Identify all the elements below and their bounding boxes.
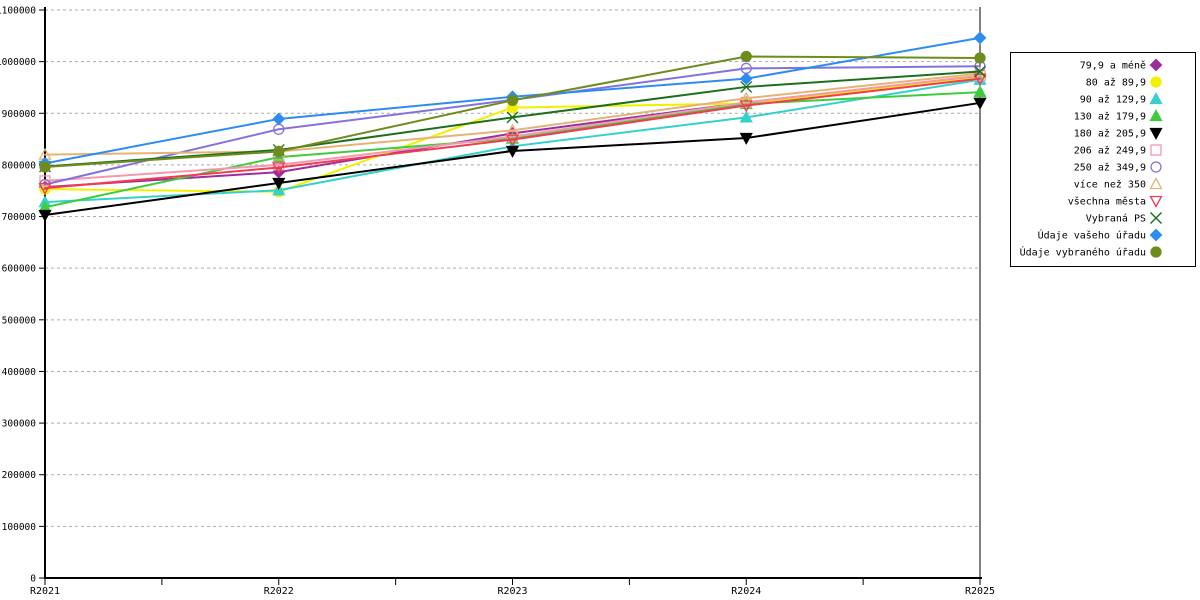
- legend-v-ce-ne-350-icon: [1149, 177, 1163, 190]
- legend-item-79-9-a-m-n: 79,9 a méně: [1080, 58, 1163, 72]
- legend-label: 130 až 179,9: [1074, 111, 1146, 123]
- legend-item-80-a-89-9: 80 až 89,9: [1086, 76, 1162, 89]
- marker-daje-vybran-ho-adu: [39, 161, 51, 173]
- marker-180-a-205-9: [38, 209, 52, 222]
- marker-vybran-ps: [506, 111, 519, 124]
- marker-180-a-205-9: [973, 97, 987, 110]
- marker-v-echna-m-sta: [973, 73, 987, 86]
- legend-label: 206 až 249,9: [1074, 145, 1146, 157]
- marker-daje-va-eho-adu: [739, 72, 753, 86]
- x-tick-label: R2021: [30, 586, 60, 597]
- marker-130-a-179-9: [973, 85, 987, 98]
- x-tick-label: R2025: [965, 586, 995, 597]
- legend-label: Údaje vybraného úřadu: [1020, 246, 1146, 259]
- marker-v-echna-m-sta: [38, 182, 52, 195]
- y-tick-label: 500000: [2, 315, 37, 326]
- marker-90-a-129-9: [739, 110, 753, 123]
- marker-206-a-249-9: [39, 175, 51, 187]
- x-axis-labels: R2021 R2022 R2023 R2024 R2025: [30, 586, 995, 597]
- series-group: [38, 31, 987, 222]
- line-206-a-249-9: [44, 74, 981, 182]
- legend-180-a-205-9-icon: [1149, 127, 1163, 140]
- legend-vybran-ps-icon: [1150, 212, 1162, 224]
- legend: 79,9 a méně 80 až 89,9 90 až 129,9 130 až 1…: [1010, 52, 1196, 267]
- legend-item-250-a-349-9: 250 až 349,9: [1074, 161, 1162, 174]
- marker-daje-vybran-ho-adu: [506, 94, 519, 107]
- marker-180-a-205-9: [272, 177, 286, 190]
- line-v-echna-m-sta: [44, 77, 981, 190]
- marker-180-a-205-9: [739, 132, 753, 145]
- line-v-ce-ne-350: [44, 72, 981, 156]
- legend-80-a-89-9-icon: [1150, 76, 1162, 88]
- legend-item-daje-vybran-ho-adu: Údaje vybraného úřadu: [1020, 246, 1162, 259]
- y-tick-label: 0: [30, 574, 36, 585]
- marker-daje-va-eho-adu: [973, 31, 987, 45]
- marker-v-echna-m-sta: [505, 134, 520, 147]
- legend-item-daje-va-eho-adu: Údaje vašeho úřadu: [1038, 228, 1163, 242]
- legend-box: [1010, 52, 1196, 267]
- legend-item-206-a-249-9: 206 až 249,9: [1074, 144, 1162, 157]
- y-tick-label: 1100000: [0, 6, 36, 17]
- x-tick-label: R2024: [731, 586, 761, 597]
- y-tick-label: 700000: [2, 212, 37, 223]
- marker-vybran-ps: [974, 65, 986, 78]
- marker-v-ce-ne-350: [739, 91, 753, 104]
- marker-v-echna-m-sta: [272, 162, 286, 175]
- legend-label: 250 až 349,9: [1074, 162, 1146, 174]
- legend-250-a-349-9-icon: [1150, 161, 1162, 173]
- y-axis-labels: 0 100000 200000 300000 400000 500000 600000 700…: [0, 6, 36, 585]
- legend-item-vybran-ps: Vybraná PS: [1086, 212, 1162, 225]
- marker-daje-vybran-ho-adu: [974, 52, 986, 64]
- legend-item-90-a-129-9: 90 až 129,9: [1080, 92, 1163, 106]
- legend-206-a-249-9-icon: [1150, 144, 1162, 156]
- legend-daje-vybran-ho-adu-icon: [1150, 246, 1162, 258]
- legend-label: 90 až 129,9: [1080, 94, 1146, 106]
- legend-label: 80 až 89,9: [1086, 77, 1146, 89]
- y-tick-label: 300000: [2, 419, 37, 430]
- legend-label: Údaje vašeho úřadu: [1038, 229, 1146, 242]
- line-180-a-205-9: [44, 101, 981, 216]
- y-tick-label: 1000000: [0, 57, 36, 68]
- marker-daje-vybran-ho-adu: [273, 145, 285, 158]
- x-tick-label: R2023: [497, 586, 527, 597]
- marker-vybran-ps: [740, 80, 753, 93]
- legend-item-v-echna-m-sta: všechna města: [1068, 195, 1163, 208]
- legend-item-130-a-179-9: 130 až 179,9: [1074, 109, 1163, 123]
- marker-v-echna-m-sta: [739, 100, 753, 113]
- legend-90-a-129-9-icon: [1149, 92, 1163, 105]
- y-tick-label: 200000: [2, 470, 37, 481]
- legend-label: více než 350: [1074, 179, 1146, 191]
- y-tick-label: 100000: [2, 522, 37, 533]
- legend-daje-va-eho-adu-icon: [1149, 228, 1163, 242]
- legend-label: všechna města: [1068, 196, 1146, 208]
- marker-daje-va-eho-adu: [272, 112, 286, 126]
- legend-label: Vybraná PS: [1086, 213, 1146, 225]
- marker-180-a-205-9: [505, 145, 520, 158]
- marker-daje-vybran-ho-adu: [740, 50, 752, 63]
- y-tick-label: 900000: [2, 109, 37, 120]
- legend-label: 79,9 a méně: [1080, 60, 1146, 72]
- legend-130-a-179-9-icon: [1149, 109, 1163, 122]
- x-tick-label: R2022: [264, 586, 294, 597]
- y-tick-label: 600000: [2, 264, 37, 275]
- legend-label: 180 až 205,9: [1074, 128, 1146, 140]
- legend-v-echna-m-sta-icon: [1149, 195, 1163, 208]
- legend-item-180-a-205-9: 180 až 205,9: [1074, 127, 1163, 140]
- y-tick-label: 800000: [2, 160, 37, 171]
- y-tick-label: 400000: [2, 367, 37, 378]
- legend-item-v-ce-ne-350: více než 350: [1074, 177, 1163, 191]
- legend-79-9-a-m-n-icon: [1149, 58, 1163, 72]
